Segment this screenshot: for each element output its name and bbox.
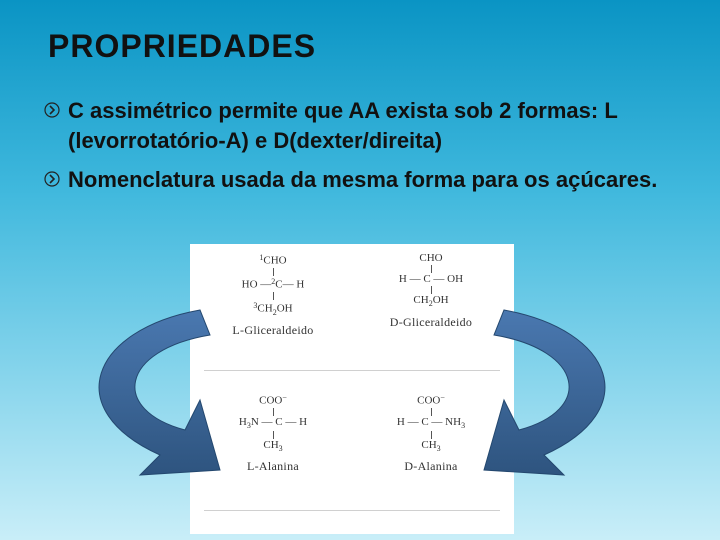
formula-line: HO —2C— H	[208, 276, 338, 292]
bullet-item: C assimétrico permite que AA exista sob …	[44, 96, 690, 155]
molecule-label: L-Alanina	[208, 459, 338, 473]
formula-line: COO−	[366, 392, 496, 408]
molecule-d-alanina: COO− H — C — NH3 CH3 D-Alanina	[366, 392, 496, 474]
molecule-label: L-Gliceraldeido	[208, 323, 338, 337]
bullet-item: Nomenclatura usada da mesma forma para o…	[44, 165, 690, 195]
formula-line: CH2OH	[366, 294, 496, 309]
diagram-panel: 1CHO HO —2C— H 3CH2OH L-Gliceraldeido CH…	[190, 244, 514, 534]
molecule-label: D-Alanina	[366, 459, 496, 473]
formula-line: H — C — NH3	[366, 416, 496, 431]
molecule-l-gliceraldeido: 1CHO HO —2C— H 3CH2OH L-Gliceraldeido	[208, 252, 338, 338]
formula-line: CHO	[366, 252, 496, 265]
molecule-label: D-Gliceraldeido	[366, 315, 496, 329]
bullet-chevron-icon	[44, 102, 60, 118]
formula-line: COO−	[208, 392, 338, 408]
formula-line: CH3	[366, 439, 496, 454]
chemistry-diagram: 1CHO HO —2C— H 3CH2OH L-Gliceraldeido CH…	[190, 244, 514, 534]
molecule-d-gliceraldeido: CHO H — C — OH CH2OH D-Gliceraldeido	[366, 252, 496, 330]
molecule-l-alanina: COO− H3N — C — H CH3 L-Alanina	[208, 392, 338, 474]
formula-line: H — C — OH	[366, 273, 496, 286]
formula-line: 3CH2OH	[208, 300, 338, 317]
diagram-divider	[204, 510, 500, 511]
bullet-chevron-icon	[44, 171, 60, 187]
slide-title: PROPRIEDADES	[48, 28, 316, 65]
diagram-divider	[204, 370, 500, 371]
bullet-text: Nomenclatura usada da mesma forma para o…	[68, 165, 657, 195]
formula-line: CH3	[208, 439, 338, 454]
bullet-text: C assimétrico permite que AA exista sob …	[68, 96, 690, 155]
bullet-list: C assimétrico permite que AA exista sob …	[44, 96, 690, 205]
formula-line: 1CHO	[208, 252, 338, 268]
formula-line: H3N — C — H	[208, 416, 338, 431]
